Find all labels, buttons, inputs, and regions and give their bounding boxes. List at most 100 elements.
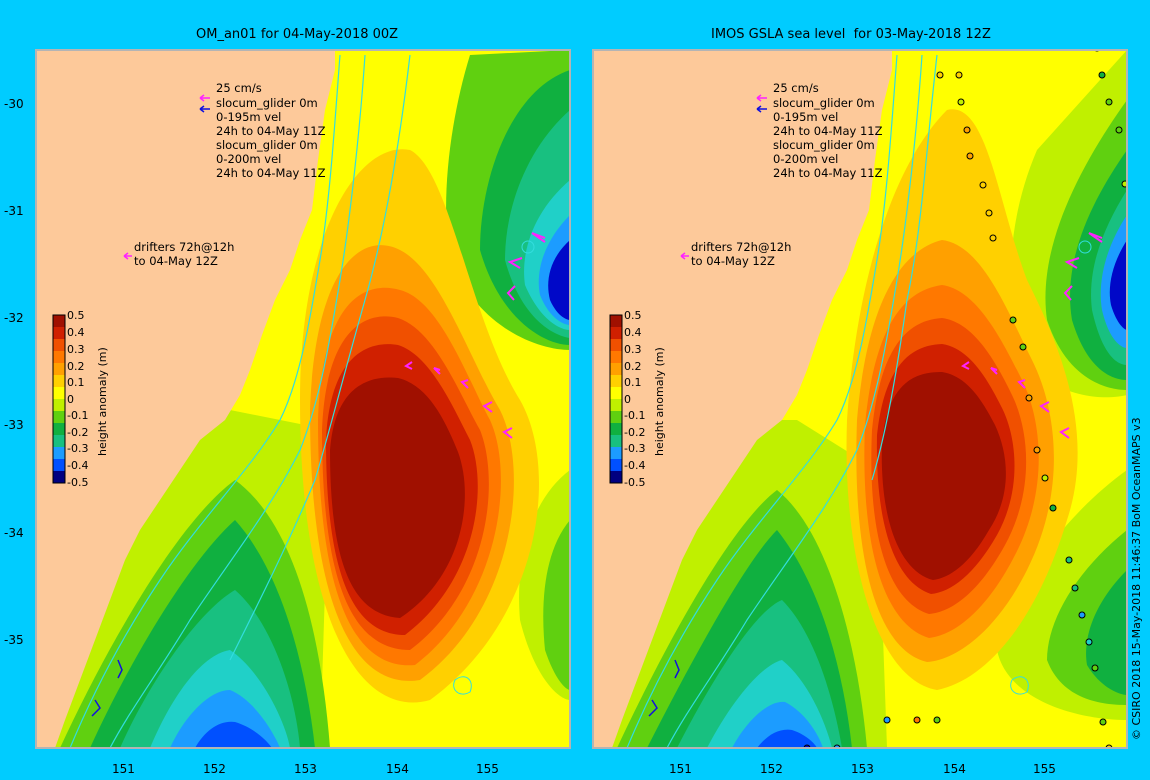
obs-marker (1105, 98, 1113, 106)
obs-marker (1009, 316, 1017, 324)
colorbar-title: height anomaly (m) (653, 347, 666, 456)
right-map-panel: IMOS GSLA sea level for 03-May-2018 12Z (557, 0, 1137, 780)
lon-label: 152 (203, 762, 226, 776)
lon-label: 155 (1033, 762, 1056, 776)
obs-marker (1019, 343, 1027, 351)
colorbar-tick: -0.3 (67, 442, 89, 455)
obs-marker (1099, 718, 1107, 726)
lon-label: 155 (476, 762, 499, 776)
land-mask (36, 50, 335, 748)
lat-label: -33 (4, 418, 24, 432)
glider-track (91, 699, 101, 717)
cyclonic-eddy-south-core (757, 729, 817, 748)
colorbar-tick: 0.5 (67, 309, 85, 322)
east-low-core (1109, 240, 1127, 330)
legend-drifters: drifters 72h@12h (691, 240, 792, 254)
legend-glider-0m-2: slocum_glider 0m (216, 138, 318, 152)
colorbar-tick: 0 (624, 393, 631, 406)
lat-label: -35 (4, 633, 24, 647)
legend-drifters: drifters 72h@12h (134, 240, 235, 254)
glider-track (648, 699, 658, 717)
isolated-contour-south (453, 676, 472, 695)
colorbar-tick: 0.4 (67, 326, 85, 339)
drifter-arrow (404, 361, 413, 370)
colorbar-tick: -0.5 (67, 476, 89, 489)
colorbar-tick: -0.2 (624, 426, 646, 439)
obs-marker (883, 716, 891, 724)
glider-tracks (648, 659, 680, 717)
colorbar-tick: 0.3 (624, 343, 642, 356)
legend-drifters-window: to 04-May 12Z (691, 254, 775, 268)
right-map-canvas (592, 49, 1128, 749)
obs-marker (1041, 474, 1049, 482)
obs-marker (979, 181, 987, 189)
obs-marker (955, 71, 963, 79)
legend-window: 24h to 04-May 11Z (773, 124, 883, 138)
isobath-200m (69, 54, 341, 748)
legend-glider-0m: slocum_glider 0m (216, 96, 318, 110)
legend-window-2: 24h to 04-May 11Z (216, 166, 326, 180)
drifter-tracks (961, 232, 1103, 439)
colorbar-tick: -0.1 (624, 409, 646, 422)
drifter-arrow (433, 367, 441, 375)
obs-marker (1049, 504, 1057, 512)
colorbar-tick: 0.3 (67, 343, 85, 356)
colorbar-tick: 0.4 (624, 326, 642, 339)
legend-glider-0m: slocum_glider 0m (773, 96, 875, 110)
left-map-panel: OM_an01 for 04-May-2018 00Z (4, 27, 571, 776)
drifter-arrow (506, 285, 516, 301)
obs-marker (989, 234, 997, 242)
colorbar-tick: 0.2 (67, 360, 85, 373)
obs-marker (985, 209, 993, 217)
drifter-arrow (482, 401, 493, 413)
drifter-arrow (961, 361, 970, 370)
obs-marker (1025, 394, 1033, 402)
drifter-arrow (1017, 379, 1026, 389)
colorbar-tick: -0.5 (624, 476, 646, 489)
left-map-canvas (35, 49, 571, 749)
legend-vel: 0-195m vel (216, 110, 282, 124)
obs-marker (963, 126, 971, 134)
drifter-tracks (404, 232, 546, 439)
obs-marker (1033, 446, 1041, 454)
isolated-contour-south (1010, 676, 1029, 695)
obs-marker (1098, 71, 1106, 79)
colorbar-tick: 0.5 (624, 309, 642, 322)
colorbar-tick: -0.4 (624, 459, 646, 472)
isobath-200m (626, 54, 898, 748)
lat-label: -31 (4, 204, 24, 218)
isolated-contour (521, 240, 535, 254)
legend-window-2: 24h to 04-May 11Z (773, 166, 883, 180)
obs-marker (933, 716, 941, 724)
legend-drifters-window: to 04-May 12Z (134, 254, 218, 268)
right-map-title: IMOS GSLA sea level for 03-May-2018 12Z (711, 27, 991, 42)
lon-label: 151 (669, 762, 692, 776)
left-map-frame (35, 49, 571, 749)
legend-window: 24h to 04-May 11Z (216, 124, 326, 138)
colorbar-tick: 0.2 (624, 360, 642, 373)
legend-arrow-magenta (199, 94, 210, 102)
drifter-arrow (1039, 401, 1050, 413)
lon-label: 154 (943, 762, 966, 776)
obs-marker (936, 71, 944, 79)
lat-label: -30 (4, 97, 24, 111)
drifter-arrow (460, 379, 469, 389)
legend-vel-2: 0-200m vel (773, 152, 839, 166)
colorbar-tick: -0.2 (67, 426, 89, 439)
legend-scale: 25 cm/s (773, 81, 819, 95)
obs-marker (1115, 126, 1123, 134)
right-colorbar (609, 314, 623, 484)
legend-vel-2: 0-200m vel (216, 152, 282, 166)
right-map-frame (592, 49, 1128, 749)
obs-marker (1085, 638, 1093, 646)
colorbar-title: height anomaly (m) (96, 347, 109, 456)
isobath-4000m (229, 54, 411, 661)
legend-glider-0m-2: slocum_glider 0m (773, 138, 875, 152)
colorbar-tick: -0.4 (67, 459, 89, 472)
obs-marker (957, 98, 965, 106)
credit-text: © CSIRO 2018 15-May-2018 11:46:37 BoM Oc… (1130, 417, 1143, 740)
colorbar-tick: 0.1 (624, 376, 642, 389)
colorbar-tick: 0 (67, 393, 74, 406)
cyclonic-eddy-south-core (195, 721, 272, 748)
legend-scale: 25 cm/s (216, 81, 262, 95)
